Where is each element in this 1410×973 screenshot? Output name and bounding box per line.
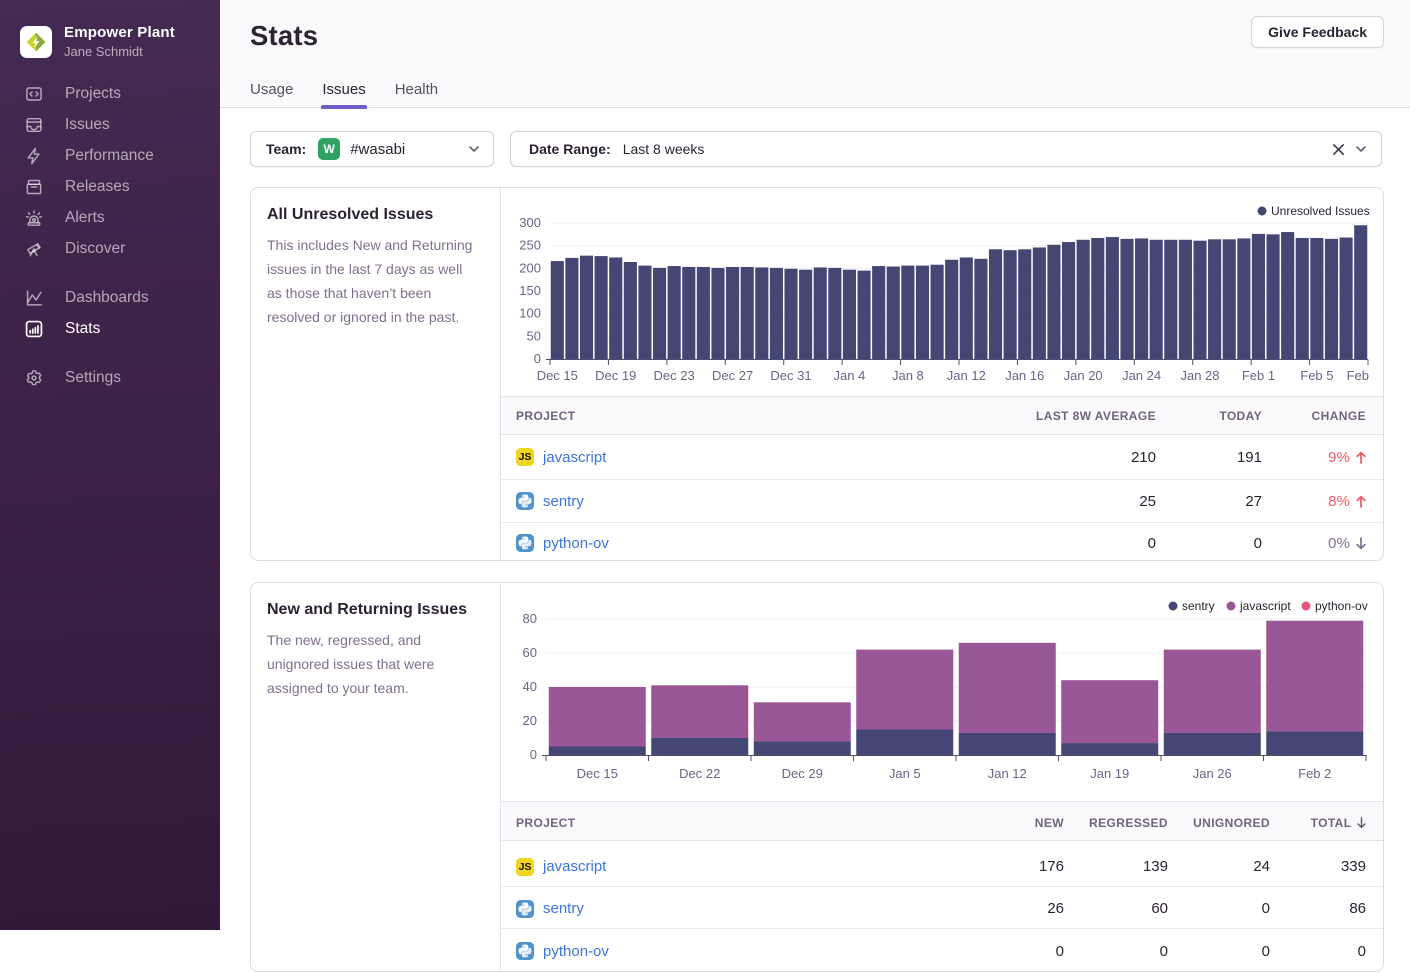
svg-text:Jan 4: Jan 4 — [834, 368, 866, 383]
svg-text:Feb 5: Feb 5 — [1300, 368, 1333, 383]
svg-text:Jan 16: Jan 16 — [1005, 368, 1044, 383]
svg-text:Jan 28: Jan 28 — [1180, 368, 1219, 383]
svg-text:Feb: Feb — [1347, 368, 1369, 383]
svg-text:40: 40 — [523, 679, 537, 694]
svg-text:80: 80 — [523, 611, 537, 626]
svg-text:100: 100 — [519, 306, 541, 321]
svg-text:60: 60 — [523, 645, 537, 660]
svg-text:150: 150 — [519, 283, 541, 298]
svg-text:250: 250 — [519, 238, 541, 253]
svg-text:Jan 8: Jan 8 — [892, 368, 924, 383]
svg-text:python-ov: python-ov — [1315, 599, 1368, 613]
svg-text:Jan 26: Jan 26 — [1193, 766, 1232, 781]
svg-text:Dec 15: Dec 15 — [537, 368, 578, 383]
svg-text:300: 300 — [519, 215, 541, 230]
svg-text:javascript: javascript — [1239, 599, 1291, 613]
svg-text:Jan 12: Jan 12 — [988, 766, 1027, 781]
svg-text:Dec 22: Dec 22 — [679, 766, 720, 781]
svg-text:Feb 2: Feb 2 — [1298, 766, 1331, 781]
svg-text:Jan 19: Jan 19 — [1090, 766, 1129, 781]
svg-text:0: 0 — [534, 351, 541, 366]
svg-text:Dec 31: Dec 31 — [770, 368, 811, 383]
svg-text:sentry: sentry — [1182, 599, 1215, 613]
svg-text:0: 0 — [530, 747, 537, 762]
svg-text:Jan 5: Jan 5 — [889, 766, 921, 781]
svg-text:Unresolved Issues: Unresolved Issues — [1271, 204, 1370, 218]
svg-text:Dec 19: Dec 19 — [595, 368, 636, 383]
svg-text:Dec 29: Dec 29 — [782, 766, 823, 781]
svg-text:20: 20 — [523, 713, 537, 728]
svg-text:Jan 12: Jan 12 — [947, 368, 986, 383]
svg-text:50: 50 — [527, 328, 541, 343]
svg-text:Jan 20: Jan 20 — [1064, 368, 1103, 383]
svg-text:Jan 24: Jan 24 — [1122, 368, 1161, 383]
svg-text:200: 200 — [519, 260, 541, 275]
svg-text:Feb 1: Feb 1 — [1242, 368, 1275, 383]
svg-text:Dec 23: Dec 23 — [654, 368, 695, 383]
svg-text:Dec 15: Dec 15 — [577, 766, 618, 781]
svg-text:Dec 27: Dec 27 — [712, 368, 753, 383]
